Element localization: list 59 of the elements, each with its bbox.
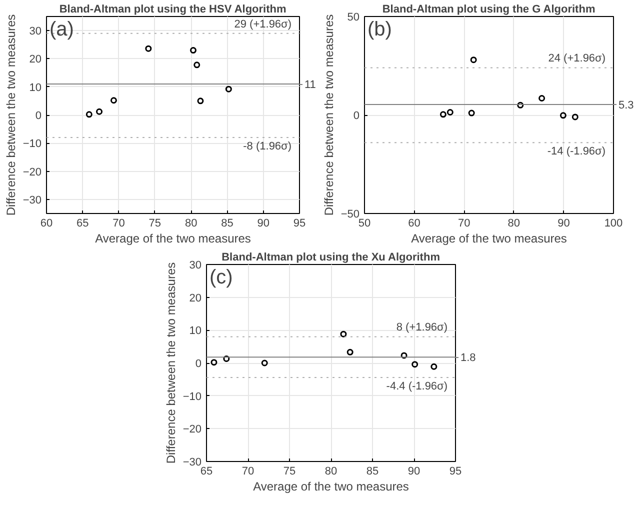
y-axis-title: Difference between the two measures	[164, 262, 178, 464]
chart-title: Bland-Altman plot using the G Algorithm	[382, 4, 596, 16]
y-tick-label: −20	[182, 424, 202, 436]
ref-line-label: 5.3	[618, 100, 634, 112]
x-tick-label: 65	[76, 218, 89, 230]
y-tick-label: 20	[29, 54, 42, 66]
x-tick-label: 90	[558, 218, 570, 230]
y-axis-title: Difference between the two measures	[4, 14, 18, 216]
x-tick-label: 75	[283, 466, 296, 478]
y-tick-label: 30	[189, 260, 202, 272]
x-tick-label: 70	[242, 466, 254, 478]
y-tick-label: 50	[347, 12, 360, 24]
x-tick-label: 95	[293, 218, 306, 230]
y-axis-title: Difference between the two measures	[322, 14, 336, 216]
y-tick-label: −30	[182, 456, 202, 468]
annotation: (c)	[210, 266, 233, 288]
y-tick-label: 20	[189, 292, 202, 304]
y-tick-label: −20	[22, 166, 42, 178]
x-tick-label: 60	[408, 218, 420, 230]
y-tick-label: 10	[189, 325, 202, 338]
ref-line-label: 8 (+1.96σ)	[396, 322, 448, 334]
chart-title: Bland-Altman plot using the HSV Algorithm	[59, 4, 286, 16]
x-tick-label: 70	[458, 218, 470, 230]
x-tick-label: 85	[366, 466, 379, 478]
y-tick-label: 30	[29, 26, 42, 38]
ref-line-label: 1.8	[460, 352, 476, 364]
y-tick-label: 10	[29, 82, 42, 94]
x-tick-label: 65	[200, 466, 213, 478]
x-axis-title: Average of the two measures	[95, 232, 251, 246]
x-tick-label: 60	[40, 218, 53, 230]
x-tick-label: 80	[184, 218, 198, 230]
ref-line-label: 29 (+1.96σ)	[234, 18, 292, 30]
x-tick-label: 90	[408, 466, 420, 478]
x-tick-label: 50	[358, 218, 371, 230]
ref-line-label: -4.4 (-1.96σ)	[386, 380, 448, 392]
x-tick-label: 95	[449, 466, 462, 478]
x-axis-title: Average of the two measures	[253, 480, 409, 494]
ref-line-label: 11	[304, 79, 316, 92]
x-tick-label: 75	[148, 218, 162, 230]
y-tick-label: 0	[353, 110, 360, 122]
x-tick-label: 85	[221, 218, 234, 230]
x-axis-title: Average of the two measures	[411, 232, 567, 246]
x-tick-label: 100	[604, 218, 623, 230]
y-tick-label: −30	[22, 194, 42, 206]
ref-line-label: -14 (-1.96σ)	[547, 146, 606, 158]
x-tick-label: 80	[324, 466, 338, 478]
y-tick-label: −10	[22, 138, 42, 150]
y-tick-label: −50	[340, 208, 360, 220]
y-tick-label: 0	[195, 358, 202, 370]
x-tick-label: 80	[508, 218, 520, 230]
y-tick-label: 0	[35, 110, 42, 122]
ref-line-label: -8 (1.96σ)	[243, 140, 292, 153]
x-tick-label: 70	[112, 218, 125, 230]
annotation: (a)	[50, 18, 74, 40]
ref-line-label: 24 (+1.96σ)	[548, 52, 606, 65]
y-tick-label: −10	[182, 390, 202, 403]
x-tick-label: 90	[257, 218, 270, 230]
annotation: (b)	[368, 18, 392, 40]
chart-title: Bland-Altman plot using the Xu Algorithm	[222, 252, 440, 264]
